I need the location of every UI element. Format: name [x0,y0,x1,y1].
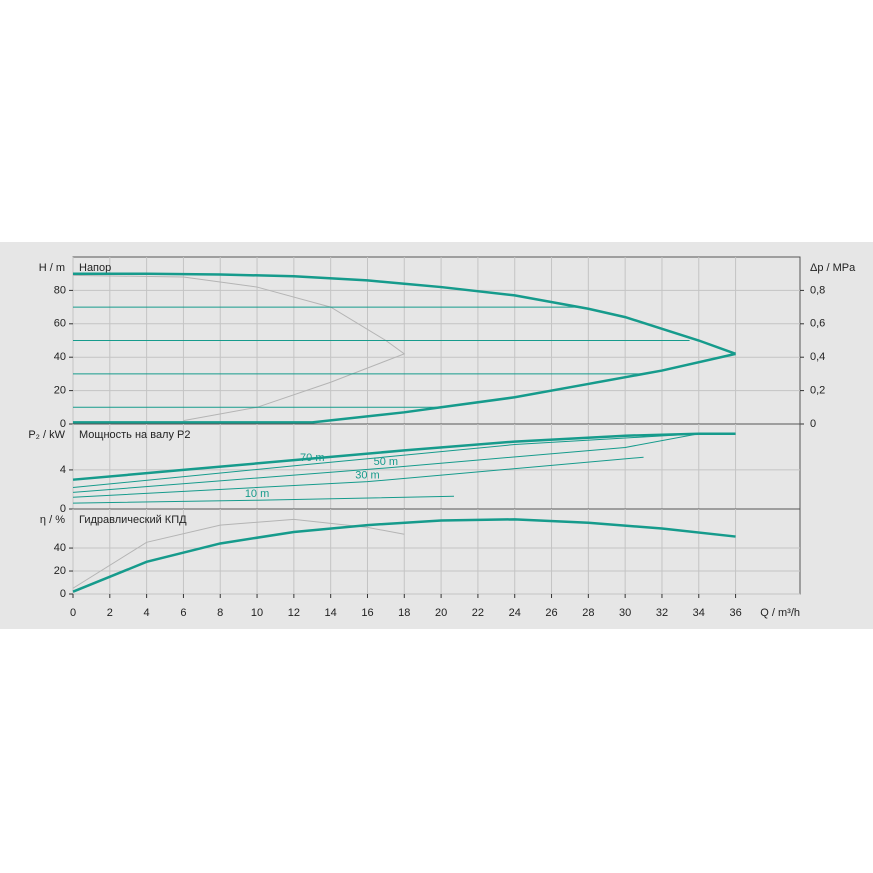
y-tick-label: 4 [60,464,66,476]
y-tick-label: 0 [60,503,66,515]
y-tick-label: 20 [54,565,66,577]
curve [73,352,736,424]
curve [72,433,699,489]
curve-label: 10 m [245,488,269,500]
y2-tick-label: 0,2 [810,385,825,397]
x-tick-label: 14 [325,607,337,619]
curve [72,518,736,593]
y-tick-label: 40 [54,351,66,363]
x-tick-label: 26 [545,607,557,619]
x-tick-label: 6 [180,607,186,619]
curve [73,272,737,356]
x-tick-label: 16 [361,607,373,619]
x-tick-label: 20 [435,607,447,619]
x-tick-label: 2 [107,607,113,619]
y2-tick-label: 0,8 [810,284,825,296]
y2-tick-label: 0 [810,418,816,430]
x-tick-label: 8 [217,607,223,619]
x-tick-label: 0 [70,607,76,619]
x-axis-label: Q / m³/h [760,607,800,619]
panel-title: Гидравлический КПД [79,514,187,526]
plot-area [72,508,801,595]
x-tick-label: 22 [472,607,484,619]
curve [72,518,405,589]
y-axis-label: P₂ / kW [28,429,65,441]
x-tick-label: 28 [582,607,594,619]
y-tick-label: 20 [54,385,66,397]
x-tick-label: 4 [144,607,150,619]
curve [72,432,736,481]
x-tick-label: 34 [693,607,705,619]
x-tick-label: 24 [509,607,521,619]
curve [72,495,454,504]
y-axis-label: H / m [39,262,65,274]
curve [72,456,644,498]
x-tick-label: 12 [288,607,300,619]
curve-label: 50 m [374,456,398,468]
y-tick-label: 60 [54,318,66,330]
y-tick-label: 40 [54,542,66,554]
y-tick-label: 0 [60,588,66,600]
panel-title: Мощность на валу P2 [79,429,191,441]
y-tick-label: 80 [54,284,66,296]
x-tick-label: 36 [729,607,741,619]
x-tick-label: 10 [251,607,263,619]
x-tick-label: 32 [656,607,668,619]
x-tick-label: 18 [398,607,410,619]
y2-axis-label: Δp / MPa [810,262,856,274]
y-tick-label: 0 [60,418,66,430]
y-axis-label: η / % [40,514,65,526]
curve [72,433,699,493]
plot-area [72,423,801,510]
panel-title: Напор [79,262,111,274]
y2-tick-label: 0,4 [810,351,825,363]
curve-label: 30 m [355,470,379,482]
y2-tick-label: 0,6 [810,318,825,330]
x-tick-label: 30 [619,607,631,619]
